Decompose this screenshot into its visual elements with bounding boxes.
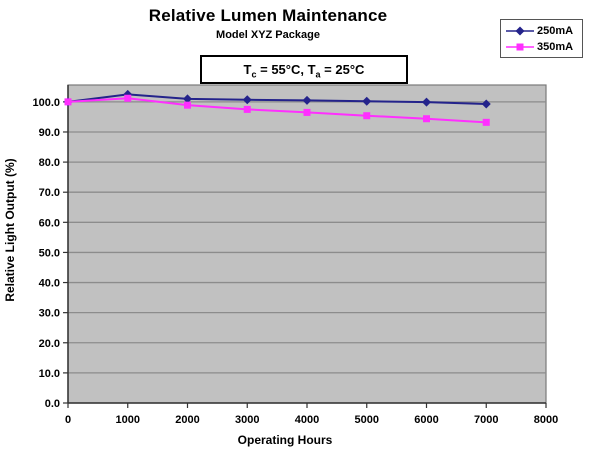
chart-subtitle: Model XYZ Package bbox=[216, 29, 320, 41]
svg-text:0.0: 0.0 bbox=[45, 398, 60, 410]
axis-ticks bbox=[63, 101, 547, 408]
svg-text:7000: 7000 bbox=[474, 414, 498, 426]
axis-tick-labels: 0.0 10.0 20.0 30.0 40.0 50.0 60.0 70.0 80.0 90.0 1… bbox=[32, 97, 558, 426]
svg-text:80.0: 80.0 bbox=[39, 157, 60, 169]
svg-text:1000: 1000 bbox=[116, 414, 140, 426]
condition-text: Tc = 55°C, Ta = 25°C bbox=[243, 62, 365, 80]
svg-text:8000: 8000 bbox=[534, 414, 558, 426]
svg-text:60.0: 60.0 bbox=[39, 217, 60, 229]
svg-text:30.0: 30.0 bbox=[39, 308, 60, 320]
svg-text:10.0: 10.0 bbox=[39, 368, 60, 380]
legend-label: 350mA bbox=[537, 40, 574, 53]
legend-entry-250mA: 250mA bbox=[506, 24, 578, 37]
svg-text:5000: 5000 bbox=[355, 414, 379, 426]
svg-text:0: 0 bbox=[65, 414, 71, 426]
svg-text:40.0: 40.0 bbox=[39, 278, 60, 290]
gridlines bbox=[68, 101, 546, 374]
svg-text:2000: 2000 bbox=[175, 414, 199, 426]
y-axis-title: Relative Light Output (%) bbox=[3, 158, 17, 302]
x-axis-title: Operating Hours bbox=[237, 433, 333, 447]
chart-title: Relative Lumen Maintenance bbox=[148, 6, 388, 25]
condition-annotation-box: Tc = 55°C, Ta = 25°C bbox=[200, 55, 408, 84]
series-350mA bbox=[64, 94, 490, 126]
svg-text:90.0: 90.0 bbox=[39, 127, 60, 139]
svg-text:4000: 4000 bbox=[295, 414, 319, 426]
svg-text:70.0: 70.0 bbox=[39, 187, 60, 199]
svg-text:6000: 6000 bbox=[414, 414, 438, 426]
legend-label: 250mA bbox=[537, 24, 574, 37]
svg-text:20.0: 20.0 bbox=[39, 338, 60, 350]
svg-text:3000: 3000 bbox=[235, 414, 259, 426]
line-square-marker-icon bbox=[506, 43, 534, 50]
line-diamond-marker-icon bbox=[506, 26, 534, 35]
series-line-250mA bbox=[67, 93, 487, 105]
series-line-350mA bbox=[67, 97, 487, 124]
legend-entry-350mA: 350mA bbox=[506, 40, 578, 53]
svg-text:50.0: 50.0 bbox=[39, 247, 60, 259]
plot-area bbox=[67, 84, 547, 404]
chart-legend: 250mA 350mA bbox=[500, 19, 583, 58]
svg-text:100.0: 100.0 bbox=[32, 97, 60, 109]
